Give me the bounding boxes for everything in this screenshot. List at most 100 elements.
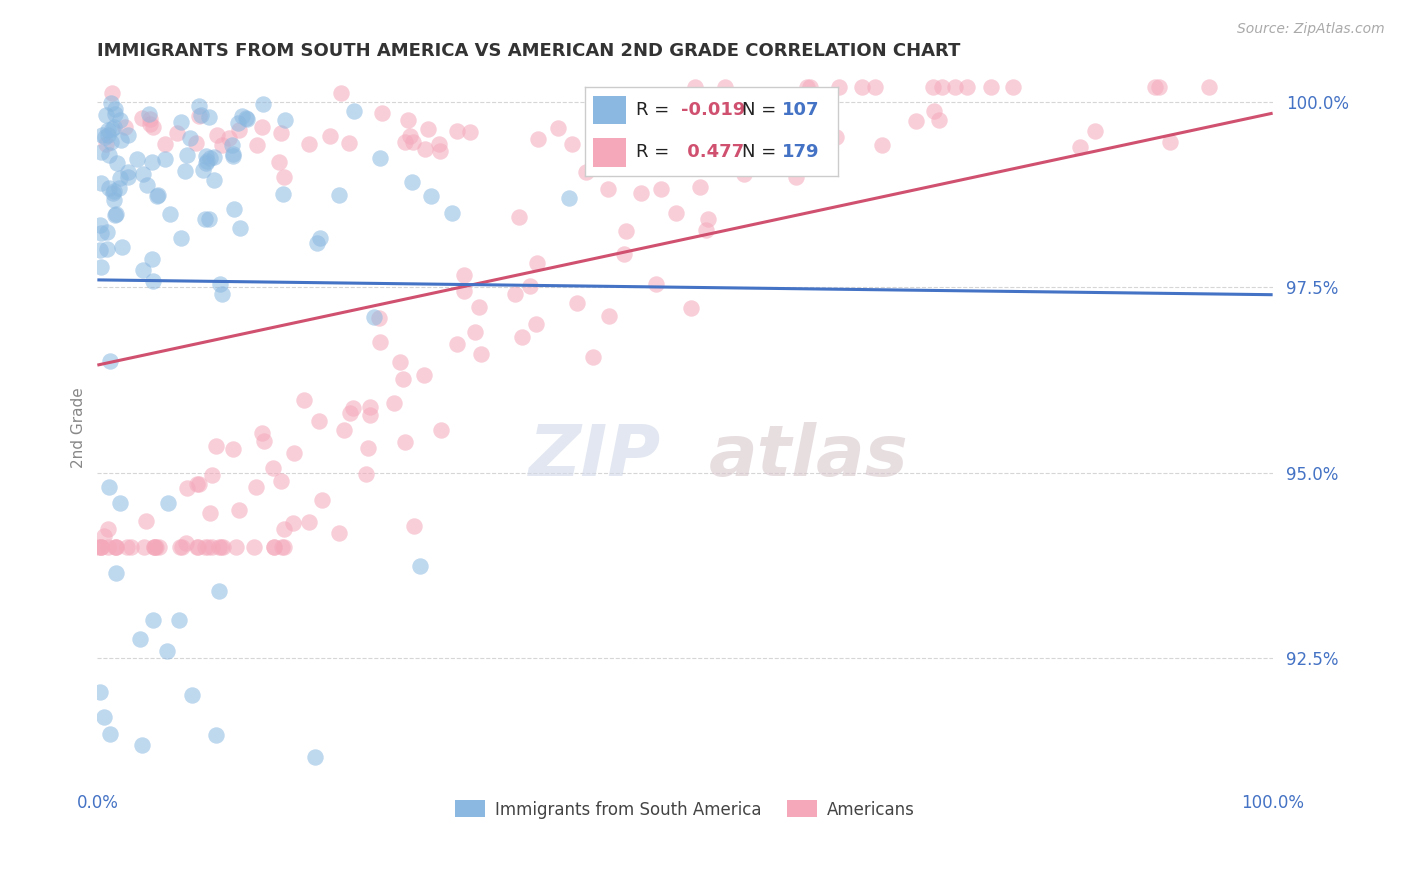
Point	[669, 90, 692, 104]
Point	[90, 128, 112, 143]
Point	[796, 80, 818, 95]
Point	[117, 128, 139, 143]
Point	[96, 242, 118, 256]
Point	[208, 540, 231, 554]
Point	[108, 171, 131, 186]
Point	[1001, 80, 1024, 95]
Point	[392, 372, 415, 386]
Point	[222, 442, 245, 456]
Point	[104, 102, 127, 116]
Point	[90, 540, 112, 554]
Point	[650, 182, 672, 196]
Point	[245, 480, 267, 494]
Point	[503, 286, 526, 301]
Point	[198, 506, 221, 520]
Point	[558, 191, 581, 205]
Point	[863, 80, 886, 95]
Point	[208, 583, 231, 598]
Point	[141, 252, 163, 267]
Point	[613, 246, 636, 260]
Point	[143, 540, 166, 554]
Point	[97, 522, 120, 536]
Point	[90, 226, 112, 240]
Point	[763, 99, 786, 113]
Point	[714, 80, 737, 95]
Point	[785, 169, 807, 184]
Point	[107, 181, 129, 195]
Point	[695, 223, 717, 237]
Point	[803, 133, 825, 147]
Point	[105, 566, 128, 580]
Point	[110, 133, 132, 147]
Point	[250, 120, 273, 135]
Point	[98, 180, 121, 194]
Point	[690, 137, 713, 152]
Point	[596, 182, 619, 196]
Point	[512, 330, 534, 344]
Point	[96, 225, 118, 239]
Point	[1143, 80, 1166, 95]
Point	[176, 535, 198, 549]
Point	[733, 168, 755, 182]
Point	[103, 120, 125, 135]
Point	[111, 240, 134, 254]
Point	[159, 207, 181, 221]
Point	[90, 260, 112, 274]
Point	[270, 126, 292, 140]
Point	[931, 80, 953, 95]
Point	[394, 135, 416, 149]
Point	[138, 107, 160, 121]
Point	[943, 80, 966, 95]
Point	[98, 354, 121, 368]
Point	[205, 728, 228, 742]
Point	[90, 176, 112, 190]
Point	[689, 180, 711, 194]
Point	[330, 86, 353, 100]
Point	[359, 409, 381, 423]
Point	[97, 540, 120, 554]
Point	[141, 154, 163, 169]
Point	[105, 540, 128, 554]
Point	[394, 435, 416, 450]
Point	[561, 136, 583, 151]
Point	[194, 148, 217, 162]
Point	[565, 296, 588, 310]
Point	[396, 113, 419, 128]
Point	[263, 540, 285, 554]
Y-axis label: 2nd Grade: 2nd Grade	[72, 388, 86, 468]
Point	[228, 122, 250, 136]
Point	[129, 632, 152, 646]
Point	[799, 80, 821, 95]
Point	[89, 219, 111, 233]
Point	[368, 311, 391, 326]
Point	[685, 80, 707, 95]
Point	[153, 136, 176, 151]
Point	[209, 540, 232, 554]
Point	[187, 540, 209, 554]
Point	[697, 212, 720, 227]
Point	[131, 738, 153, 752]
Point	[110, 496, 132, 510]
Point	[231, 109, 253, 123]
Point	[142, 540, 165, 554]
Point	[333, 423, 356, 437]
Point	[752, 122, 775, 136]
Point	[94, 129, 117, 144]
Point	[273, 521, 295, 535]
Point	[508, 210, 530, 224]
Text: ZIP: ZIP	[529, 422, 661, 491]
Point	[328, 525, 350, 540]
Point	[135, 514, 157, 528]
Point	[132, 540, 155, 554]
Point	[108, 113, 131, 128]
Point	[339, 406, 361, 420]
Point	[90, 145, 112, 159]
Point	[815, 101, 838, 115]
Point	[225, 540, 247, 554]
Point	[252, 96, 274, 111]
Point	[401, 176, 423, 190]
Point	[89, 685, 111, 699]
Point	[371, 106, 394, 120]
Point	[630, 186, 652, 201]
Point	[526, 256, 548, 270]
